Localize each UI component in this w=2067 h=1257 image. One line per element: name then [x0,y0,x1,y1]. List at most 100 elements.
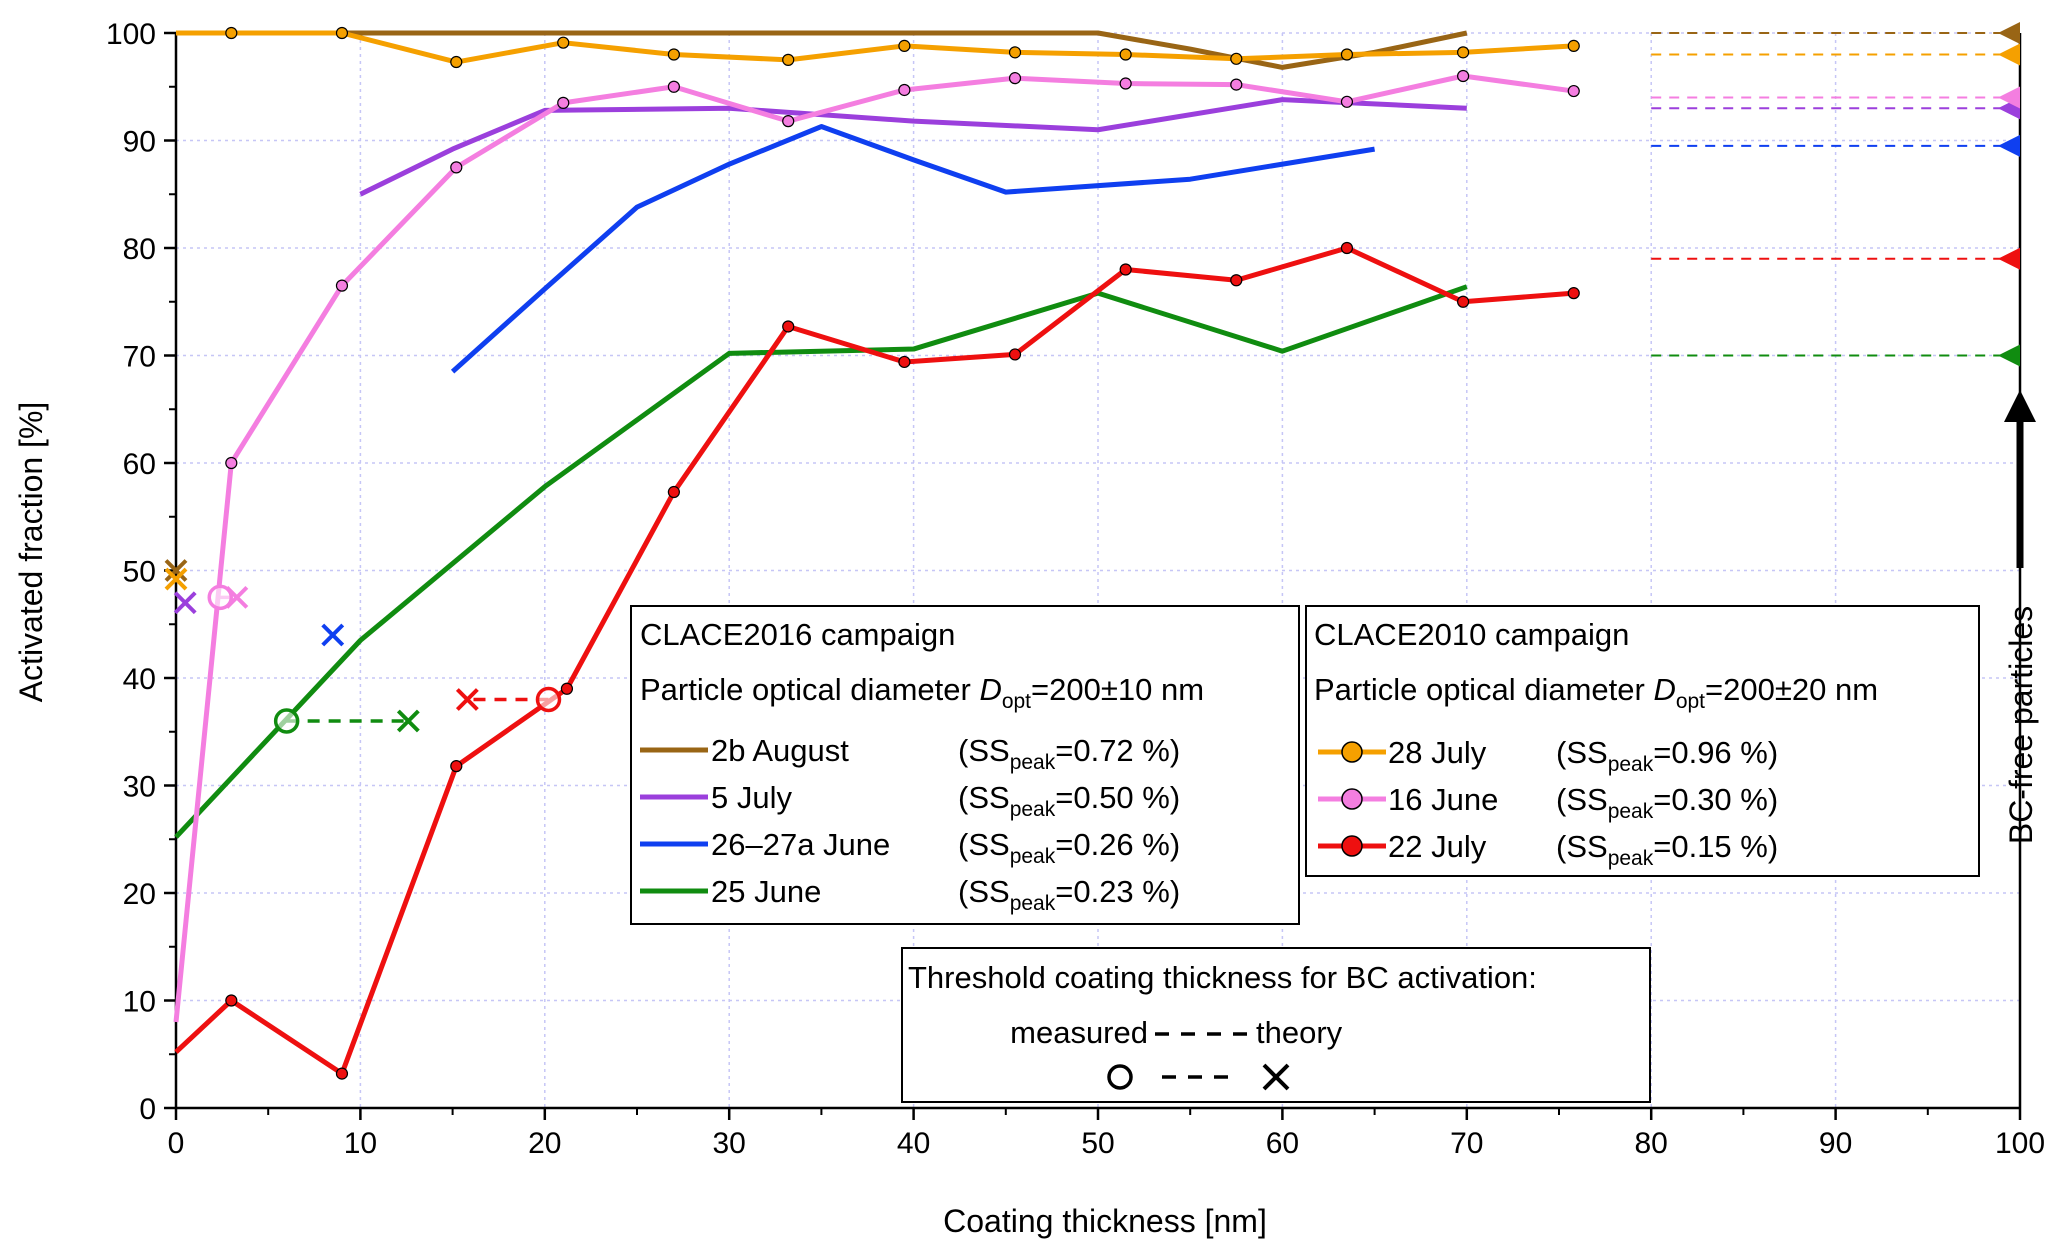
diam-value: =200±20 nm [1705,672,1878,707]
x-axis-label: Coating thickness [nm] [943,1203,1267,1239]
x-tick-label: 30 [713,1127,746,1160]
data-point-16-june [225,456,238,470]
data-point-22-july [1119,263,1132,276]
legend-ss: (SSpeak=0.50 %) [958,780,1180,821]
legend-threshold: Threshold coating thickness for BC activ… [901,947,1651,1103]
x-tick-label: 0 [168,1127,185,1160]
x-tick-label: 20 [528,1127,561,1160]
threshold-measured-marker [207,584,234,611]
bc-free-annotation: BC-free particles [2003,390,2039,844]
bc-free-triangle-28-july [1998,43,2020,66]
cross-stroke [396,709,420,733]
data-point-16-june [782,115,795,128]
legend-entry-2b-august: 2b August (SSpeak=0.72 %) [640,733,1180,774]
legend-marker [1341,788,1363,810]
data-point-28-july [667,48,680,61]
data-point-22-july [1008,348,1022,361]
bc-free-triangle-26-27a-june [1998,134,2020,157]
legend-clace2016: CLACE2016 campaign Particle optical diam… [630,605,1300,925]
cross-stroke [321,623,345,647]
threshold-theory-marker [321,623,345,647]
data-point-28-july [1230,52,1243,65]
legend-entry-5-july: 5 July (SSpeak=0.50 %) [640,780,1180,821]
x-tick-label: 40 [897,1127,930,1160]
diam-subscript: opt [1676,690,1705,713]
data-point-28-july [898,39,911,53]
diam-symbol: D [1653,672,1675,707]
series-line-2b-august [176,30,1468,70]
data-point-22-july [898,355,911,369]
legend-clace2016-box [630,605,1300,925]
data-point-28-july [335,26,349,40]
legend-ss: (SSpeak=0.30 %) [1556,782,1778,823]
data-point-28-july [557,36,570,49]
legend-ss: (SSpeak=0.15 %) [1556,829,1778,870]
bc-free-label: BC-free particles [2003,606,2039,844]
legend-threshold-title: Threshold coating thickness for BC activ… [908,960,1537,995]
legend-marker [1341,835,1363,857]
data-point-22-july [1340,241,1354,255]
bc-free-triangle-22-july [1998,247,2020,270]
grid-lines [176,32,2020,1108]
legend-entry-26-27a-june: 26–27a June (SSpeak=0.26 %) [640,827,1180,868]
bc-free-arrow-head [2004,390,2036,422]
bc-free-levels [1651,22,2020,367]
data-point-28-july [1119,48,1132,61]
data-point-22-july [560,682,574,695]
threshold-theory-marker [164,567,188,591]
data-point-22-july [1457,295,1470,308]
series-lines [173,26,1580,1080]
data-point-28-july [1008,46,1022,59]
legend-ss: (SSpeak=0.26 %) [958,827,1180,868]
series-line-25-june [174,284,1468,839]
legend-name: 28 July [1388,735,1487,770]
legend-ss: (SSpeak=0.72 %) [958,733,1180,774]
y-tick-label: 60 [123,448,156,481]
legend-clace2016-entries: 2b August (SSpeak=0.72 %) 5 July (SSpeak=0.… [640,733,1180,915]
cross-stroke [164,567,188,591]
data-point-16-june [1230,78,1243,91]
data-point-16-june [898,83,911,97]
legend-threshold-measured: measured [1010,1015,1148,1050]
axes: 0 10 20 30 40 50 60 70 80 90 100 0 10 20 30 40 50 60 70 80 9… [106,18,2045,1160]
legend-entry-25-june: 25 June (SSpeak=0.23 %) [640,874,1180,915]
series-line-26-27a-june [450,124,1376,374]
bc-free-triangle-2b-august [1998,22,2020,44]
cross-stroke [455,688,479,711]
diam-prefix: Particle optical diameter [640,672,979,707]
data-point-16-june [1567,84,1580,98]
y-tick-label: 100 [106,18,156,51]
y-tick-label: 90 [123,126,156,159]
bc-free-triangle-25-june [1998,344,2020,367]
data-point-22-july [335,1067,349,1080]
y-tick-label: 40 [123,663,156,696]
y-tick-label: 0 [139,1093,156,1126]
x-tick-label: 90 [1819,1127,1852,1160]
data-point-16-june [1340,95,1354,108]
y-axis-label: Activated fraction [%] [13,402,49,703]
legend-name: 22 July [1388,829,1487,864]
data-point-22-july [1230,274,1243,287]
legend-entry-28-july: 28 July (SSpeak=0.96 %) [1318,735,1778,776]
legend-ss: (SSpeak=0.96 %) [1556,735,1778,776]
measured-circle-icon [1107,1064,1133,1090]
legend-ss: (SSpeak=0.23 %) [958,874,1180,915]
x-tick-label: 10 [344,1127,377,1160]
bc-free-triangle-16-june [1998,86,2020,109]
x-tick-label: 80 [1635,1127,1668,1160]
data-point-22-july [782,320,795,333]
data-point-28-july [1340,48,1354,61]
legend-name: 5 July [711,780,792,815]
data-point-22-july [1567,287,1580,300]
y-tick-label: 80 [123,233,156,266]
data-point-16-june [1457,69,1470,83]
x-tick-label: 70 [1450,1127,1483,1160]
data-point-16-june [557,96,570,109]
y-tick-label: 20 [123,878,156,911]
legend-name: 25 June [711,874,821,909]
legend-name: 26–27a June [711,827,890,862]
data-point-22-july [667,485,680,499]
threshold-measured-marker [535,686,562,713]
legend-name: 2b August [711,733,849,768]
threshold-markers [164,559,562,734]
